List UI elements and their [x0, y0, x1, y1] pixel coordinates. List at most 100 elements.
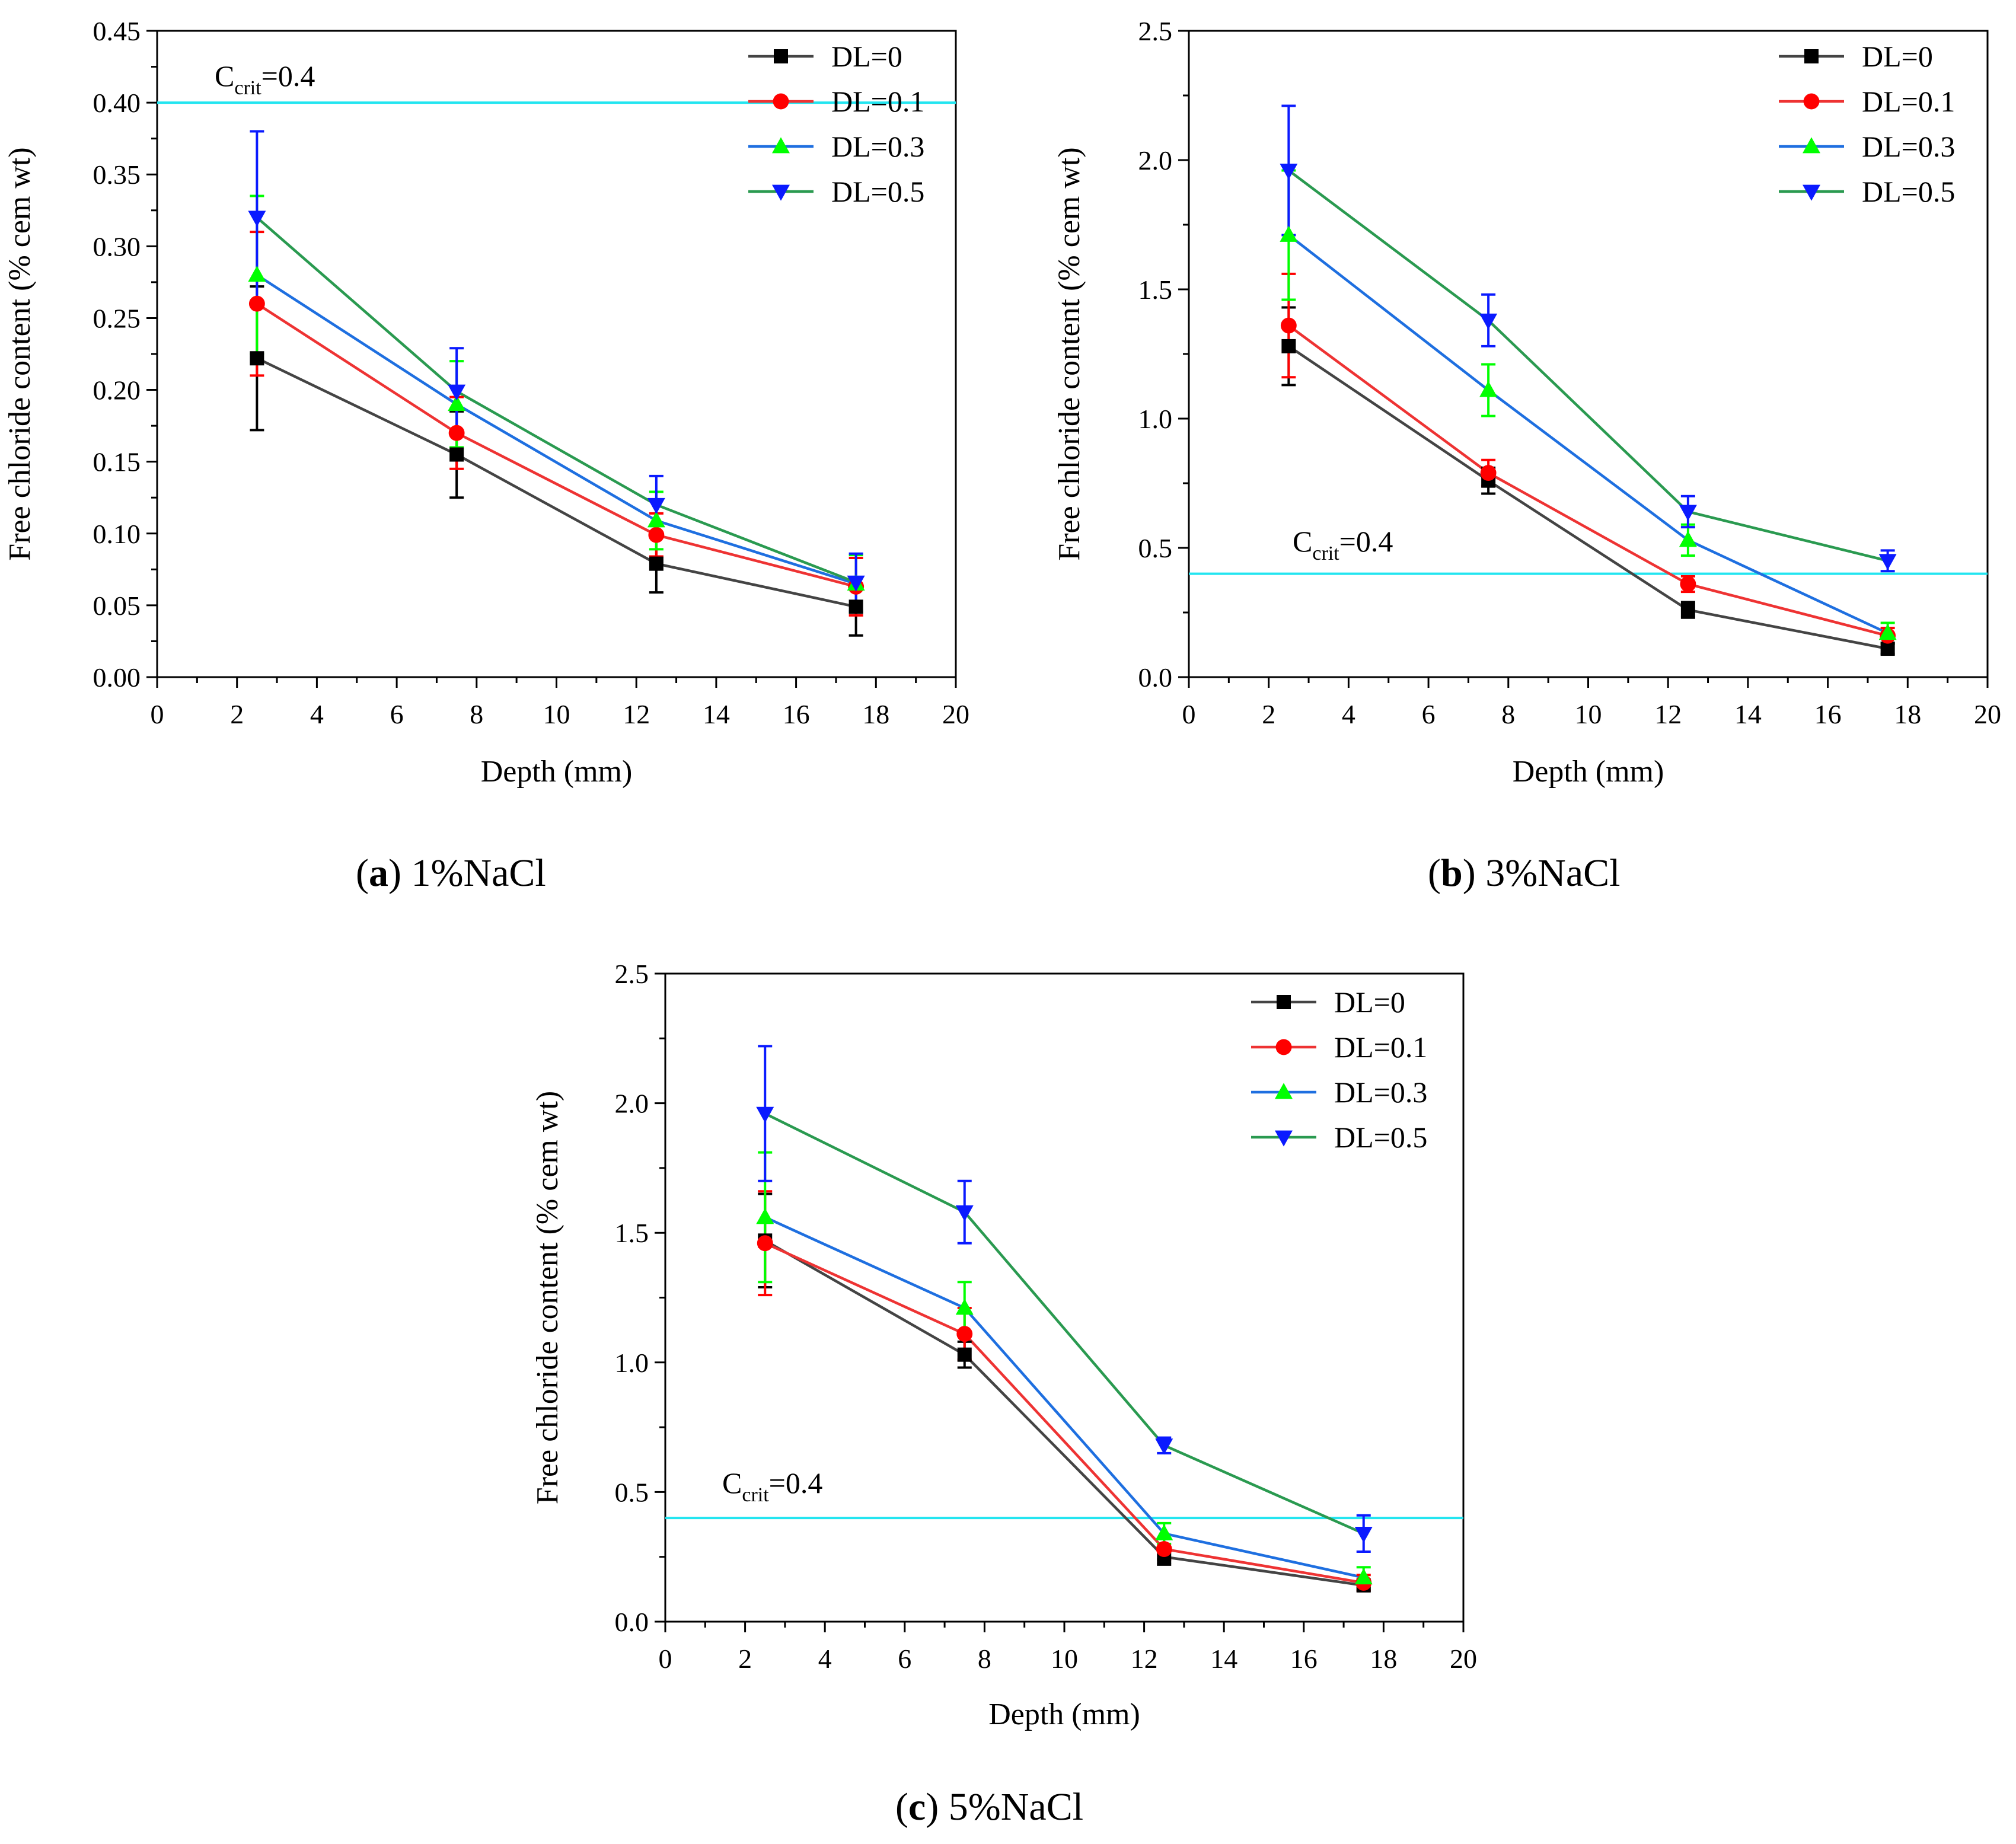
y-tick-label: 0.30 [93, 231, 141, 261]
data-point-DL=0.1 [1156, 1541, 1172, 1558]
y-tick-label: 1.5 [1138, 275, 1173, 305]
y-tick-label: 0.25 [93, 303, 141, 333]
ccrit-label-sub: crit [234, 77, 261, 99]
y-tick-label: 0.0 [615, 1607, 649, 1637]
data-point-DL=0.5 [647, 497, 665, 514]
ccrit-label-sub: crit [1312, 543, 1339, 564]
ccrit-label-main: C [722, 1466, 742, 1500]
legend-marker-DL=0.5 [1275, 1130, 1293, 1147]
ccrit-label: Ccrit=0.4 [215, 59, 315, 99]
x-tick-label: 12 [1131, 1644, 1158, 1674]
x-tick-label: 10 [1575, 699, 1602, 729]
ccrit-label-value: =0.4 [261, 59, 315, 92]
legend-marker-DL=0.3 [1803, 137, 1820, 154]
y-tick-label: 0.05 [93, 591, 141, 621]
data-point-DL=0 [1680, 602, 1695, 617]
data-point-DL=0.3 [448, 395, 466, 411]
x-tick-label: 12 [623, 699, 650, 729]
caption-b-text: 3%NaCl [1485, 851, 1621, 895]
caption-c-text: 5%NaCl [948, 1785, 1084, 1829]
legend-label-DL=0.3: DL=0.3 [1334, 1076, 1427, 1109]
plot-frame [1188, 30, 1989, 678]
caption-a-label: a [368, 851, 388, 895]
y-tick-label: 0.40 [93, 88, 141, 118]
legend-marker-DL=0 [1804, 49, 1819, 63]
data-point-DL=0 [1880, 642, 1895, 656]
x-tick-label: 0 [659, 1644, 672, 1674]
y-tick-label: 0.20 [93, 375, 141, 406]
data-point-DL=0.3 [1155, 1524, 1173, 1540]
data-point-DL=0.5 [248, 210, 266, 227]
x-tick-label: 16 [783, 699, 810, 729]
legend-marker-DL=0.1 [1275, 1039, 1292, 1055]
x-tick-label: 4 [818, 1644, 832, 1674]
legend-label-DL=0.3: DL=0.3 [831, 130, 924, 163]
legend-marker-DL=0 [774, 49, 788, 63]
chart-a-1pct-nacl: 0 2 4 6 8 10 12 14 16 18 20 0.00 0.05 0.10 0.15 0.20 0.2… [3, 16, 969, 789]
data-point-DL=0 [449, 447, 464, 462]
x-tick-label: 2 [1262, 699, 1275, 729]
y-tick-label: 0.00 [93, 662, 141, 693]
caption-c-label: c [908, 1785, 926, 1829]
legend-label-DL=0: DL=0 [1334, 985, 1405, 1019]
y-tick-label: 2.5 [615, 959, 649, 989]
x-tick-label: 20 [1450, 1644, 1477, 1674]
series-line-DL=0.3 [764, 1215, 1364, 1579]
data-point-DL=0 [649, 556, 664, 571]
x-tick-label: 14 [703, 699, 730, 729]
data-point-DL=0.1 [956, 1326, 973, 1342]
data-point-DL=0.1 [757, 1235, 773, 1252]
x-tick-label: 10 [543, 699, 570, 729]
data-point-DL=0.1 [448, 425, 465, 441]
x-tick-label: 8 [470, 699, 483, 729]
legend-marker-DL=0.3 [1275, 1083, 1293, 1099]
data-point-DL=0.3 [1679, 531, 1697, 547]
data-point-DL=0.5 [1155, 1438, 1173, 1455]
data-point-DL=0.3 [647, 511, 665, 528]
data-point-DL=0.3 [756, 1208, 774, 1224]
data-point-DL=0 [250, 351, 264, 366]
chart-c-5pct-nacl: 0 2 4 6 8 10 12 14 16 18 20 0.0 0.5 1.0 1.5 2.0 2.5 Depth… [531, 959, 1477, 1731]
data-point-DL=0.3 [1280, 225, 1298, 242]
y-tick-label: 0.45 [93, 16, 141, 46]
x-tick-label: 6 [390, 699, 404, 729]
data-point-DL=0.5 [1679, 505, 1697, 521]
series-line-DL=0 [764, 1239, 1364, 1587]
legend-label-DL=0.1: DL=0.1 [1862, 85, 1955, 118]
x-axis-title: Depth (mm) [1513, 755, 1664, 789]
data-point-DL=0.3 [955, 1299, 974, 1315]
series-line-DL=0.1 [1288, 324, 1889, 637]
ccrit-label-main: C [1293, 525, 1312, 558]
x-tick-label: 18 [862, 699, 889, 729]
ccrit-label-value: =0.4 [769, 1466, 823, 1500]
data-point-DL=0.3 [248, 266, 266, 282]
data-point-DL=0.5 [1354, 1526, 1373, 1543]
x-tick-label: 8 [1501, 699, 1515, 729]
data-point-DL=0.1 [1280, 317, 1297, 334]
y-tick-label: 0.0 [1138, 662, 1173, 693]
ccrit-label: Ccrit=0.4 [722, 1466, 822, 1506]
series-line-DL=0.1 [256, 302, 857, 588]
caption-a-text: 1%NaCl [411, 851, 546, 895]
x-tick-label: 0 [1182, 699, 1196, 729]
series-line-DL=0.3 [1287, 234, 1889, 634]
x-tick-label: 14 [1210, 1644, 1237, 1674]
x-tick-label: 16 [1290, 1644, 1318, 1674]
legend-label-DL=0.5: DL=0.5 [1862, 175, 1955, 208]
data-point-DL=0.3 [1479, 381, 1498, 397]
x-tick-label: 8 [978, 1644, 991, 1674]
data-point-DL=0.3 [1354, 1568, 1373, 1585]
legend-label-DL=0.1: DL=0.1 [1334, 1031, 1427, 1064]
x-axis-title: Depth (mm) [988, 1698, 1140, 1731]
y-tick-label: 2.0 [615, 1089, 649, 1119]
data-point-DL=0.3 [1878, 624, 1897, 640]
legend-label-DL=0.1: DL=0.1 [831, 85, 924, 118]
legend-label-DL=0.5: DL=0.5 [831, 175, 924, 208]
x-tick-label: 6 [898, 1644, 911, 1674]
x-tick-label: 2 [738, 1644, 752, 1674]
series-line-DL=0.5 [1288, 169, 1889, 562]
caption-b: (b) 3%NaCl [1428, 851, 1621, 895]
x-tick-label: 20 [1974, 699, 2001, 729]
y-tick-label: 2.0 [1138, 145, 1173, 176]
